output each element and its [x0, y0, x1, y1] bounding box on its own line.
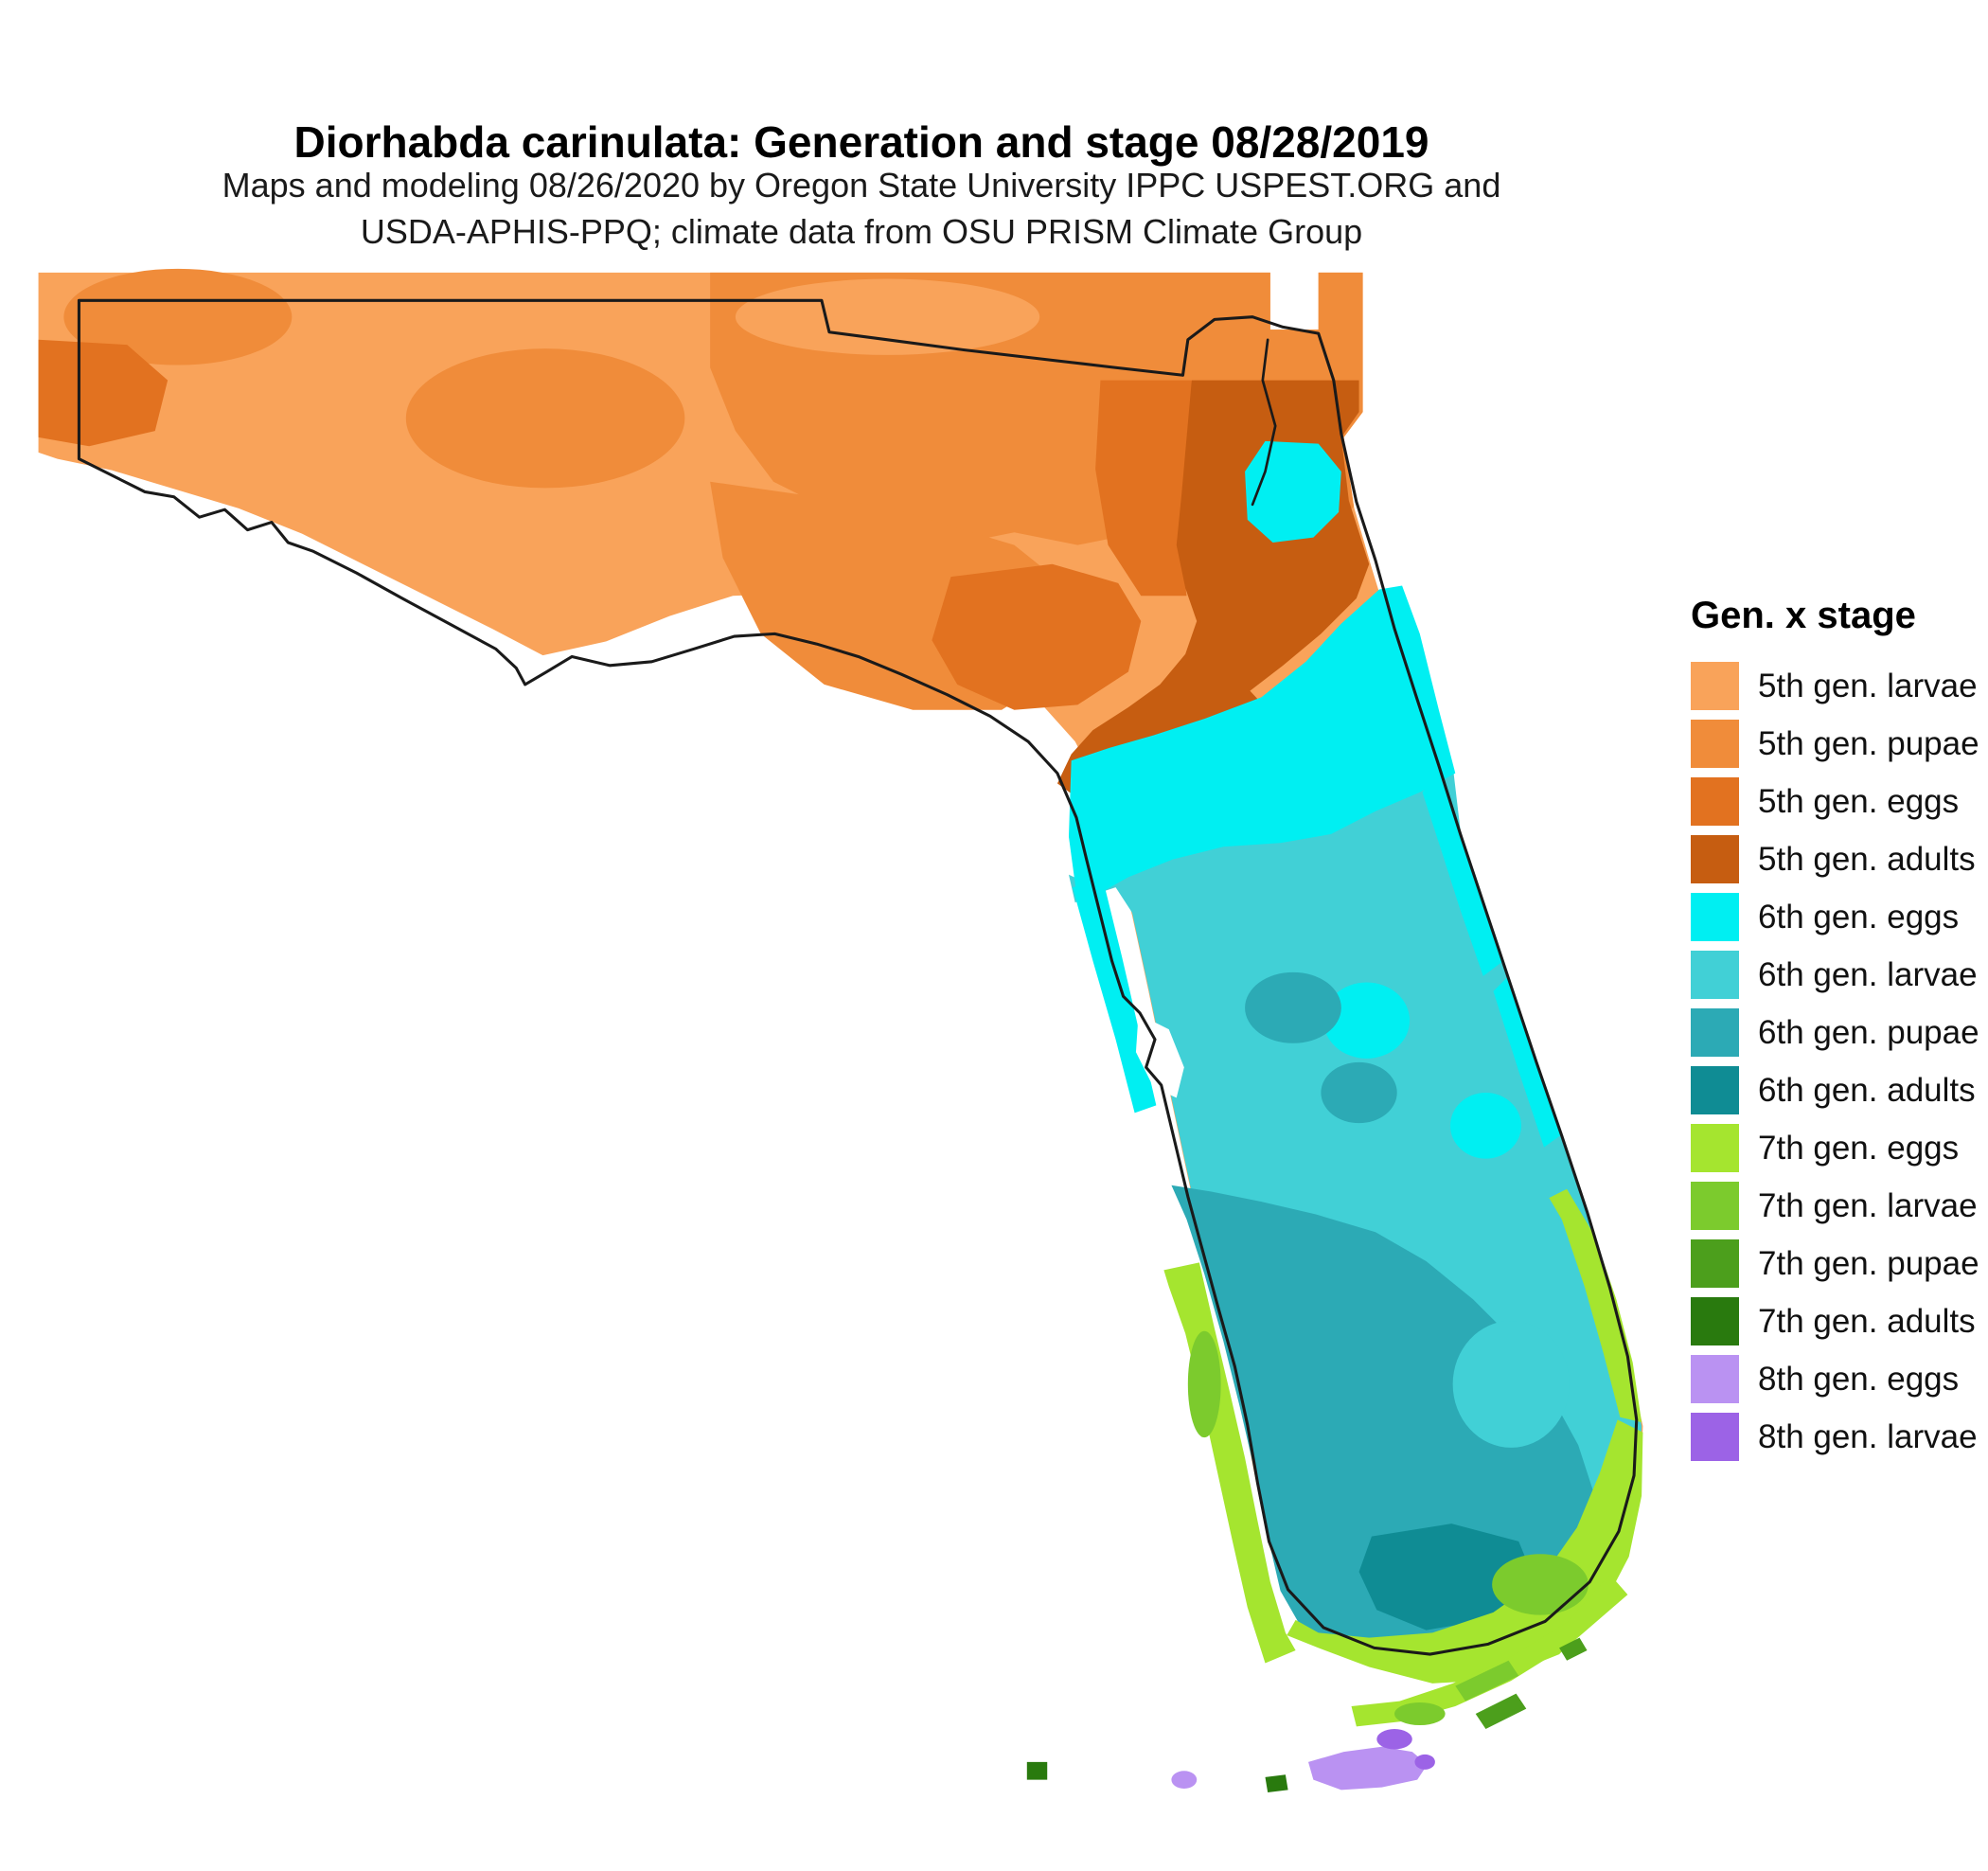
subtitle-line-1: Maps and modeling 08/26/2020 by Oregon S… — [222, 166, 1501, 205]
legend-item-label: 7th gen. pupae — [1758, 1244, 1979, 1282]
zone-5th-pupae-west — [63, 268, 293, 365]
zone-6th-pupae-patch1 — [1245, 971, 1341, 1043]
legend-item-label: 6th gen. eggs — [1758, 898, 1960, 936]
legend-title: Gen. x stage — [1691, 595, 1916, 636]
legend-item-label: 6th gen. pupae — [1758, 1013, 1979, 1051]
legend-item: 7th gen. adults — [1691, 1297, 1984, 1345]
legend-item-label: 8th gen. larvae — [1758, 1417, 1978, 1455]
legend-item: 7th gen. pupae — [1691, 1239, 1984, 1288]
legend-item: 7th gen. eggs — [1691, 1124, 1984, 1172]
zone-5th-pupae-panhandle — [405, 348, 685, 489]
st-johns-river — [1251, 338, 1277, 507]
legend-color-swatch — [1691, 1413, 1739, 1461]
legend-color-swatch — [1691, 1182, 1739, 1230]
zone-7th-larvae-south — [1492, 1554, 1589, 1615]
legend-item-label: 5th gen. pupae — [1758, 724, 1979, 762]
legend-item: 6th gen. eggs — [1691, 893, 1984, 941]
legend-item-label: 8th gen. eggs — [1758, 1360, 1960, 1398]
zone-6th-eggs-weststrip — [1073, 880, 1157, 1114]
zone-6th-pupae-patch2 — [1321, 1061, 1397, 1124]
zone-7th-pupae-dot — [1559, 1637, 1588, 1661]
zone-7th-larvae-coast — [1187, 1330, 1221, 1438]
legend-color-swatch — [1691, 1239, 1739, 1288]
legend-item-label: 7th gen. adults — [1758, 1302, 1976, 1340]
legend-color-swatch — [1691, 1124, 1739, 1172]
zone-5th-eggs-central — [932, 563, 1142, 710]
zone-6th-eggs-eaststrip2 — [1493, 975, 1562, 1148]
legend-item-label: 7th gen. larvae — [1758, 1186, 1978, 1224]
zone-8th-eggs-dot — [1171, 1771, 1198, 1789]
legend-color-swatch — [1691, 893, 1739, 941]
zone-7th-eggs-south — [1287, 1419, 1643, 1684]
state-outline — [77, 298, 1639, 1656]
legend-item-label: 7th gen. eggs — [1758, 1129, 1960, 1167]
zone-6th-eggs-band — [1068, 585, 1456, 903]
legend-item-label: 5th gen. adults — [1758, 840, 1976, 878]
legend-item: 6th gen. adults — [1691, 1066, 1984, 1114]
legend-item: 5th gen. pupae — [1691, 720, 1984, 768]
zone-7th-pupae-key — [1475, 1693, 1527, 1730]
zone-7th-eggs-upperkeys — [1351, 1574, 1628, 1727]
legend-item: 6th gen. pupae — [1691, 1008, 1984, 1057]
legend-item: 6th gen. larvae — [1691, 951, 1984, 999]
zone-6th-eggs-eaststrip1 — [1422, 773, 1504, 976]
zone-8th-larvae-bit1 — [1376, 1729, 1412, 1750]
legend-items: 5th gen. larvae 5th gen. pupae 5th gen. eg… — [1691, 662, 1984, 1461]
legend-color-swatch — [1691, 951, 1739, 999]
legend-item: 5th gen. adults — [1691, 835, 1984, 883]
legend-item: 7th gen. larvae — [1691, 1182, 1984, 1230]
zone-7th-larvae-key2 — [1394, 1702, 1446, 1726]
legend-color-swatch — [1691, 1008, 1739, 1057]
legend-item: 5th gen. eggs — [1691, 777, 1984, 826]
legend-color-swatch — [1691, 835, 1739, 883]
legend-item: 8th gen. eggs — [1691, 1355, 1984, 1403]
page-title: Diorhabda carinulata: Generation and sta… — [293, 116, 1429, 167]
zone-6th-adults — [1358, 1524, 1536, 1630]
legend-item-label: 6th gen. larvae — [1758, 955, 1978, 993]
zone-5th-eggs-column — [1095, 380, 1192, 597]
zone-7th-adults-dot2 — [1265, 1774, 1288, 1792]
subtitle-line-2: USDA-APHIS-PPQ; climate data from OSU PR… — [360, 211, 1363, 251]
zone-6th-eggs-patch1 — [1323, 982, 1411, 1059]
legend-item-label: 5th gen. larvae — [1758, 667, 1978, 704]
legend-color-swatch — [1691, 1297, 1739, 1345]
zone-5th-larvae-patch — [735, 278, 1040, 355]
zone-5th-eggs-topleft — [38, 339, 169, 447]
zone-7th-larvae-key1 — [1455, 1660, 1519, 1702]
water-tampa-bay — [1135, 1014, 1184, 1098]
legend-color-swatch — [1691, 1066, 1739, 1114]
zone-6th-eggs-jacksonville — [1245, 440, 1341, 543]
legend-item-label: 5th gen. eggs — [1758, 782, 1960, 820]
zone-6th-eggs-patch2 — [1449, 1093, 1521, 1159]
legend: Gen. x stage 5th gen. larvae 5th gen. pup… — [1691, 595, 1984, 1470]
page-subtitle: Maps and modeling 08/26/2020 by Oregon S… — [57, 163, 1666, 255]
legend-color-swatch — [1691, 777, 1739, 826]
zone-8th-larvae-bit2 — [1414, 1754, 1435, 1770]
zone-7th-adults-dot1 — [1026, 1761, 1048, 1780]
legend-color-swatch — [1691, 720, 1739, 768]
zone-8th-eggs-lowerkeys — [1308, 1746, 1428, 1791]
legend-item: 8th gen. larvae — [1691, 1413, 1984, 1461]
legend-color-swatch — [1691, 1355, 1739, 1403]
zone-6th-larvae-inset — [1452, 1320, 1570, 1448]
zone-7th-eggs-eaststrip — [1549, 1188, 1642, 1423]
legend-color-swatch — [1691, 662, 1739, 710]
legend-item: 5th gen. larvae — [1691, 662, 1984, 710]
legend-item-label: 6th gen. adults — [1758, 1071, 1976, 1109]
